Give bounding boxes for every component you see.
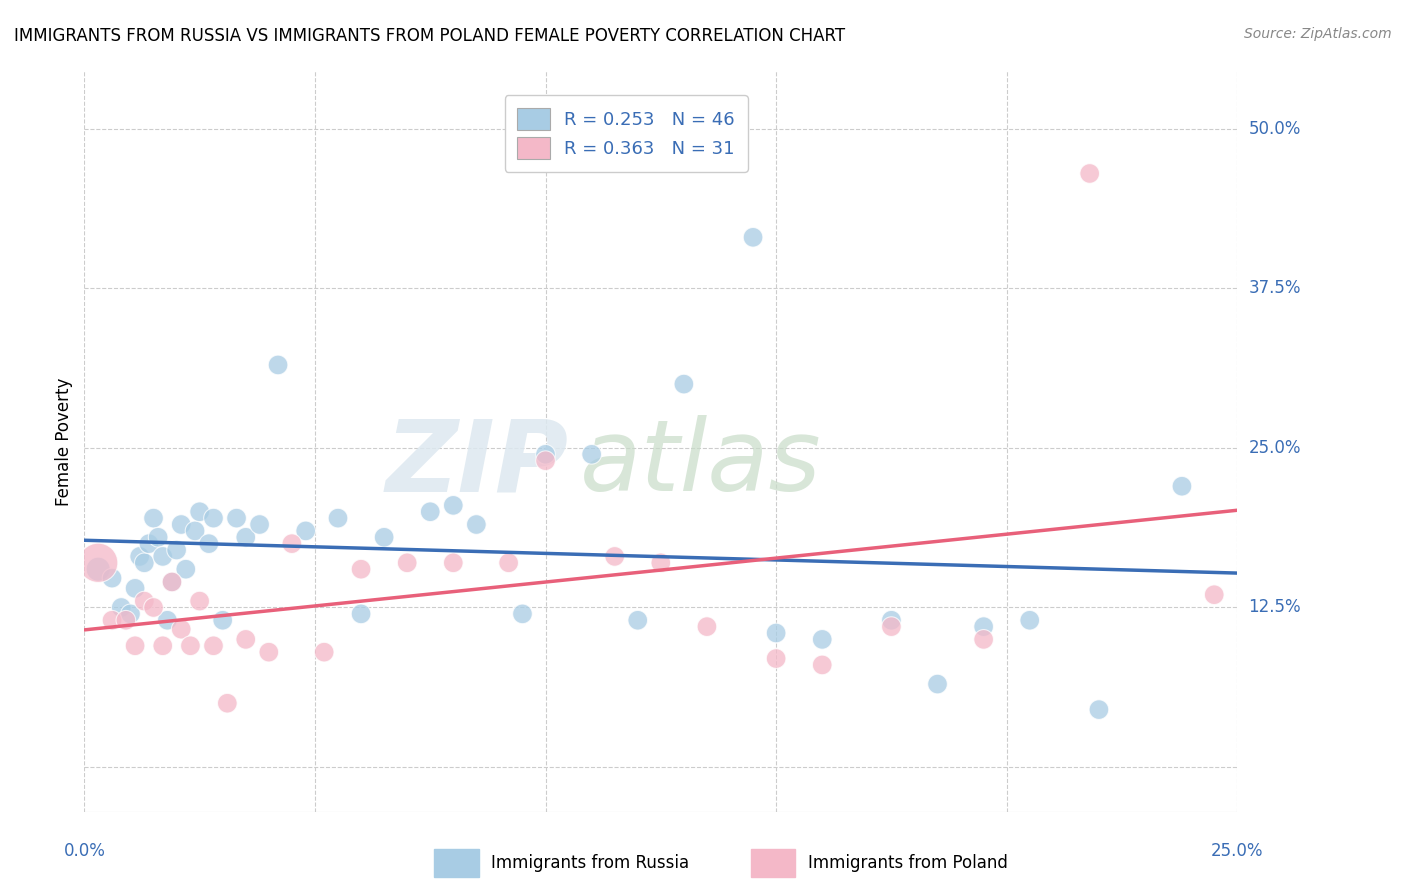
Point bbox=[696, 620, 718, 634]
Point bbox=[160, 574, 183, 589]
Point bbox=[267, 358, 290, 372]
Point bbox=[326, 511, 349, 525]
Point bbox=[146, 530, 169, 544]
Point bbox=[880, 613, 903, 627]
Point bbox=[170, 517, 193, 532]
Point bbox=[211, 613, 233, 627]
Point bbox=[225, 511, 247, 525]
Point bbox=[373, 530, 395, 544]
Point bbox=[152, 549, 174, 564]
Point bbox=[174, 562, 197, 576]
Point bbox=[441, 499, 464, 513]
Text: ZIP: ZIP bbox=[385, 416, 568, 512]
Text: 50.0%: 50.0% bbox=[1249, 120, 1301, 137]
Point bbox=[110, 600, 132, 615]
Text: Immigrants from Poland: Immigrants from Poland bbox=[808, 854, 1008, 872]
Point bbox=[581, 447, 603, 461]
Point bbox=[880, 620, 903, 634]
Point bbox=[742, 230, 765, 244]
Point bbox=[87, 556, 110, 570]
Point bbox=[115, 613, 138, 627]
Point bbox=[314, 645, 336, 659]
Point bbox=[811, 632, 834, 647]
Point bbox=[152, 639, 174, 653]
Point bbox=[217, 696, 239, 710]
Text: IMMIGRANTS FROM RUSSIA VS IMMIGRANTS FROM POLAND FEMALE POVERTY CORRELATION CHAR: IMMIGRANTS FROM RUSSIA VS IMMIGRANTS FRO… bbox=[14, 27, 845, 45]
Bar bbox=[751, 849, 796, 877]
Point bbox=[811, 657, 834, 672]
Point bbox=[1204, 588, 1226, 602]
Point bbox=[765, 651, 787, 665]
Text: atlas: atlas bbox=[581, 416, 821, 512]
Text: Source: ZipAtlas.com: Source: ZipAtlas.com bbox=[1244, 27, 1392, 41]
Point bbox=[765, 626, 787, 640]
Point bbox=[1078, 166, 1101, 180]
Point bbox=[1018, 613, 1040, 627]
Text: 25.0%: 25.0% bbox=[1249, 439, 1301, 457]
Point bbox=[650, 556, 672, 570]
Point bbox=[166, 543, 188, 558]
Text: 25.0%: 25.0% bbox=[1211, 842, 1264, 860]
Point bbox=[184, 524, 207, 538]
Point bbox=[101, 571, 124, 585]
Point bbox=[156, 613, 179, 627]
Point bbox=[202, 639, 225, 653]
Point bbox=[142, 600, 165, 615]
Point bbox=[142, 511, 165, 525]
Point bbox=[350, 607, 373, 621]
Point bbox=[257, 645, 280, 659]
Point bbox=[281, 536, 304, 550]
Text: 0.0%: 0.0% bbox=[63, 842, 105, 860]
Point bbox=[927, 677, 949, 691]
Point bbox=[441, 556, 464, 570]
Point bbox=[188, 505, 211, 519]
Point bbox=[134, 594, 156, 608]
Point bbox=[1171, 479, 1194, 493]
Point bbox=[350, 562, 373, 576]
Point bbox=[396, 556, 419, 570]
Point bbox=[134, 556, 156, 570]
Point bbox=[973, 632, 995, 647]
Point bbox=[498, 556, 520, 570]
Point bbox=[249, 517, 271, 532]
Point bbox=[138, 536, 160, 550]
Point bbox=[160, 574, 183, 589]
Y-axis label: Female Poverty: Female Poverty bbox=[55, 377, 73, 506]
Point bbox=[124, 582, 146, 596]
Point bbox=[188, 594, 211, 608]
Point bbox=[235, 632, 257, 647]
Point bbox=[534, 453, 557, 467]
Point bbox=[124, 639, 146, 653]
Point bbox=[1088, 703, 1111, 717]
Point bbox=[198, 536, 221, 550]
Point bbox=[672, 377, 695, 392]
Bar bbox=[434, 849, 478, 877]
Point bbox=[179, 639, 201, 653]
Point bbox=[128, 549, 150, 564]
Text: 37.5%: 37.5% bbox=[1249, 279, 1301, 297]
Point bbox=[87, 562, 110, 576]
Point bbox=[465, 517, 488, 532]
Point bbox=[101, 613, 124, 627]
Point bbox=[120, 607, 142, 621]
Point bbox=[512, 607, 534, 621]
Text: Immigrants from Russia: Immigrants from Russia bbox=[492, 854, 689, 872]
Point bbox=[294, 524, 316, 538]
Text: 12.5%: 12.5% bbox=[1249, 599, 1301, 616]
Point bbox=[973, 620, 995, 634]
Point bbox=[202, 511, 225, 525]
Point bbox=[235, 530, 257, 544]
Point bbox=[603, 549, 626, 564]
Legend: R = 0.253   N = 46, R = 0.363   N = 31: R = 0.253 N = 46, R = 0.363 N = 31 bbox=[505, 95, 748, 172]
Point bbox=[170, 622, 193, 636]
Point bbox=[419, 505, 441, 519]
Point bbox=[534, 447, 557, 461]
Point bbox=[627, 613, 650, 627]
